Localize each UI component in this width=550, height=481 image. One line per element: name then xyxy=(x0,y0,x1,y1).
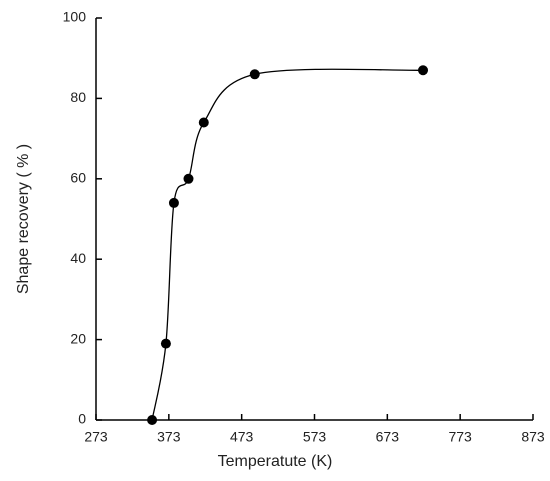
data-point xyxy=(147,415,158,425)
line xyxy=(151,68,424,421)
data-point xyxy=(168,197,179,208)
data-point xyxy=(198,117,209,128)
x-tick-label: 873 xyxy=(521,429,545,445)
y-tick-label: 100 xyxy=(63,9,87,25)
data-point xyxy=(160,338,171,349)
data-point xyxy=(418,65,429,76)
y-tick-label: 20 xyxy=(70,330,86,346)
x-tick-label: 373 xyxy=(157,429,181,445)
x-axis-label: Temperatute (K) xyxy=(218,453,333,470)
data-point xyxy=(249,69,260,80)
y-tick-label: 0 xyxy=(78,411,86,427)
x-tick-label: 573 xyxy=(303,429,327,445)
y-axis-label: Shape recovery ( % ) xyxy=(15,144,32,294)
y-tick-label: 40 xyxy=(70,250,86,266)
data-point xyxy=(183,173,194,184)
y-tick-label: 60 xyxy=(70,170,86,186)
x-tick-label: 773 xyxy=(448,429,472,445)
y-tick-label: 80 xyxy=(70,89,86,105)
x-tick-label: 673 xyxy=(376,429,400,445)
x-tick-label: 473 xyxy=(230,429,254,445)
x-tick-label: 273 xyxy=(84,429,108,445)
